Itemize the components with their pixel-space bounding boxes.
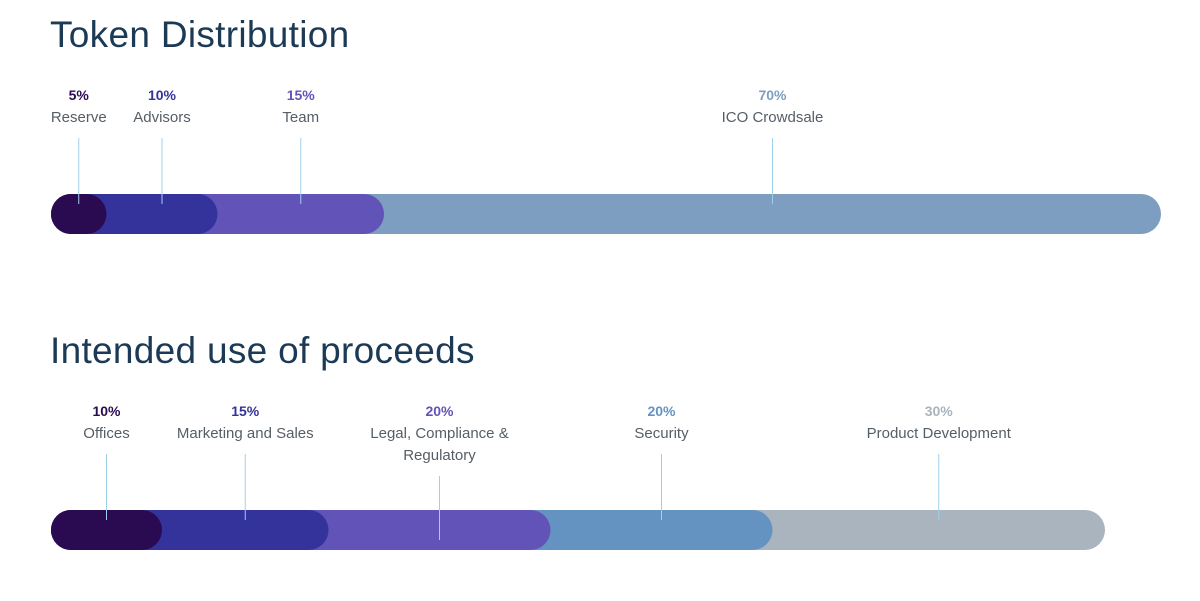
- value-label-reserve: 5%: [69, 87, 90, 103]
- category-label-product-development: Product Development: [867, 425, 1012, 442]
- value-label-advisors: 10%: [148, 87, 177, 103]
- category-label-team: Team: [282, 109, 319, 126]
- category-label-offices: Offices: [83, 425, 129, 442]
- category-label-legal-compliance-regulatory-line-1: Regulatory: [403, 447, 476, 464]
- value-label-marketing-and-sales: 15%: [231, 403, 260, 419]
- value-label-team: 15%: [287, 87, 316, 103]
- bar-segment-reserve: [51, 194, 107, 234]
- bar-segment-offices: [51, 510, 162, 550]
- token-distribution-title: Token Distribution: [50, 14, 350, 55]
- value-label-legal-compliance-regulatory: 20%: [425, 403, 454, 419]
- value-label-product-development: 30%: [925, 403, 954, 419]
- proceeds-title: Intended use of proceeds: [50, 330, 475, 371]
- value-label-ico-crowdsale: 70%: [758, 87, 787, 103]
- category-label-ico-crowdsale: ICO Crowdsale: [722, 109, 824, 126]
- value-label-security: 20%: [647, 403, 676, 419]
- value-label-offices: 10%: [92, 403, 121, 419]
- category-label-marketing-and-sales: Marketing and Sales: [177, 425, 314, 442]
- chart-1-group: 10% Offices 15% Marketing and Sales 20% Legal…: [51, 403, 1105, 550]
- chart-0-group: 5% Reserve 10% Advisors 15% Team 70% ICO Crowds…: [51, 87, 1161, 234]
- category-label-security: Security: [634, 425, 689, 442]
- category-label-advisors: Advisors: [133, 109, 191, 126]
- category-label-reserve: Reserve: [51, 109, 107, 126]
- category-label-legal-compliance-regulatory-line-0: Legal, Compliance &: [370, 425, 508, 442]
